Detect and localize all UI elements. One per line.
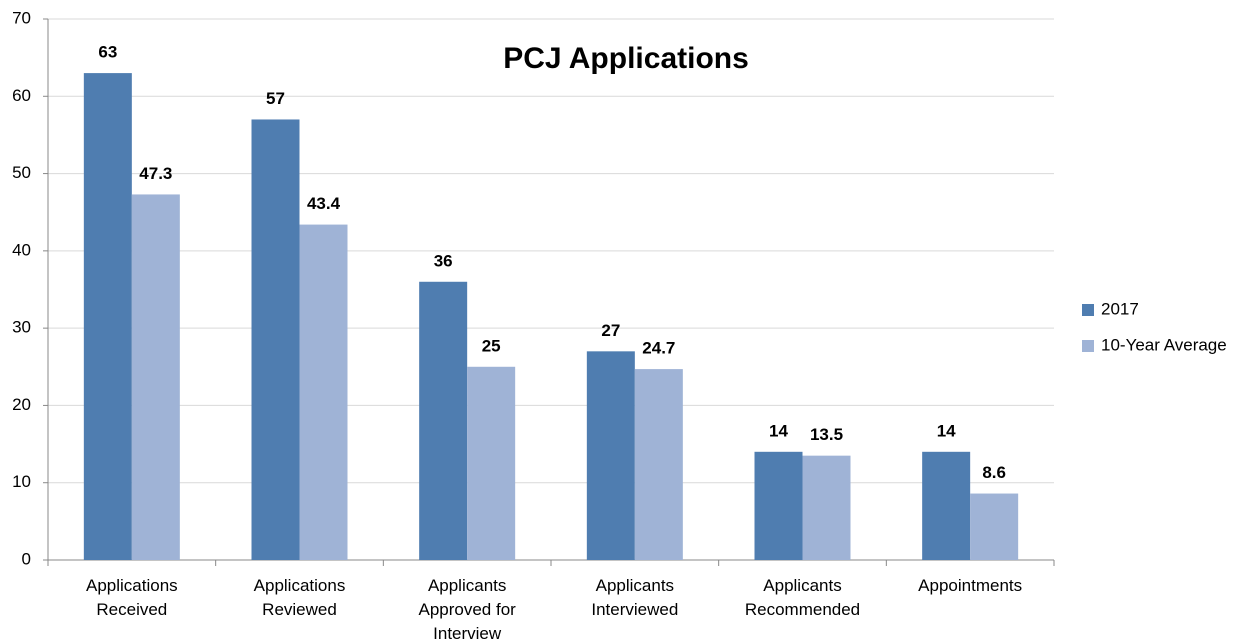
x-tick-label: Applicants Approved for Interview xyxy=(418,576,516,643)
legend-label: 2017 xyxy=(1101,299,1139,318)
data-label: 14 xyxy=(769,421,788,440)
bar xyxy=(586,351,635,560)
y-tick-label: 30 xyxy=(12,318,31,337)
x-tick-label: Applicants Recommended xyxy=(744,576,861,619)
data-label: 25 xyxy=(482,336,501,355)
chart-title: PCJ Applications xyxy=(503,42,749,75)
data-label: 13.5 xyxy=(810,425,843,444)
x-tick-label: Applicants Interviewed xyxy=(591,576,679,619)
bar xyxy=(467,366,516,560)
y-tick-label: 50 xyxy=(12,163,31,182)
data-label: 57 xyxy=(266,89,285,108)
bar xyxy=(754,451,803,560)
bar xyxy=(299,224,348,560)
bar xyxy=(83,73,132,560)
data-label: 27 xyxy=(601,321,620,340)
data-label: 8.6 xyxy=(982,463,1006,482)
bar xyxy=(922,451,971,560)
x-tick-label: Applications Received xyxy=(85,576,178,619)
bar xyxy=(634,369,683,560)
y-tick-label: 20 xyxy=(12,395,31,414)
legend-swatch xyxy=(1082,304,1094,316)
legend-label: 10-Year Average xyxy=(1101,335,1227,354)
y-tick-label: 10 xyxy=(12,472,31,491)
y-tick-label: 60 xyxy=(12,86,31,105)
data-label: 47.3 xyxy=(139,164,172,183)
y-tick-label: 70 xyxy=(12,8,31,27)
data-label: 63 xyxy=(98,43,117,62)
data-label: 24.7 xyxy=(642,339,675,358)
legend-swatch xyxy=(1082,340,1094,352)
data-label: 14 xyxy=(937,421,956,440)
bar xyxy=(802,455,851,560)
bar xyxy=(970,493,1019,560)
x-tick-label: Appointments xyxy=(918,576,1023,595)
bar xyxy=(251,119,300,560)
bar xyxy=(419,281,468,560)
y-tick-label: 0 xyxy=(22,549,31,568)
bar xyxy=(131,194,180,560)
data-label: 43.4 xyxy=(307,194,341,213)
data-label: 36 xyxy=(434,251,453,270)
y-tick-label: 40 xyxy=(12,240,31,259)
x-tick-label: Applications Reviewed xyxy=(253,576,346,619)
